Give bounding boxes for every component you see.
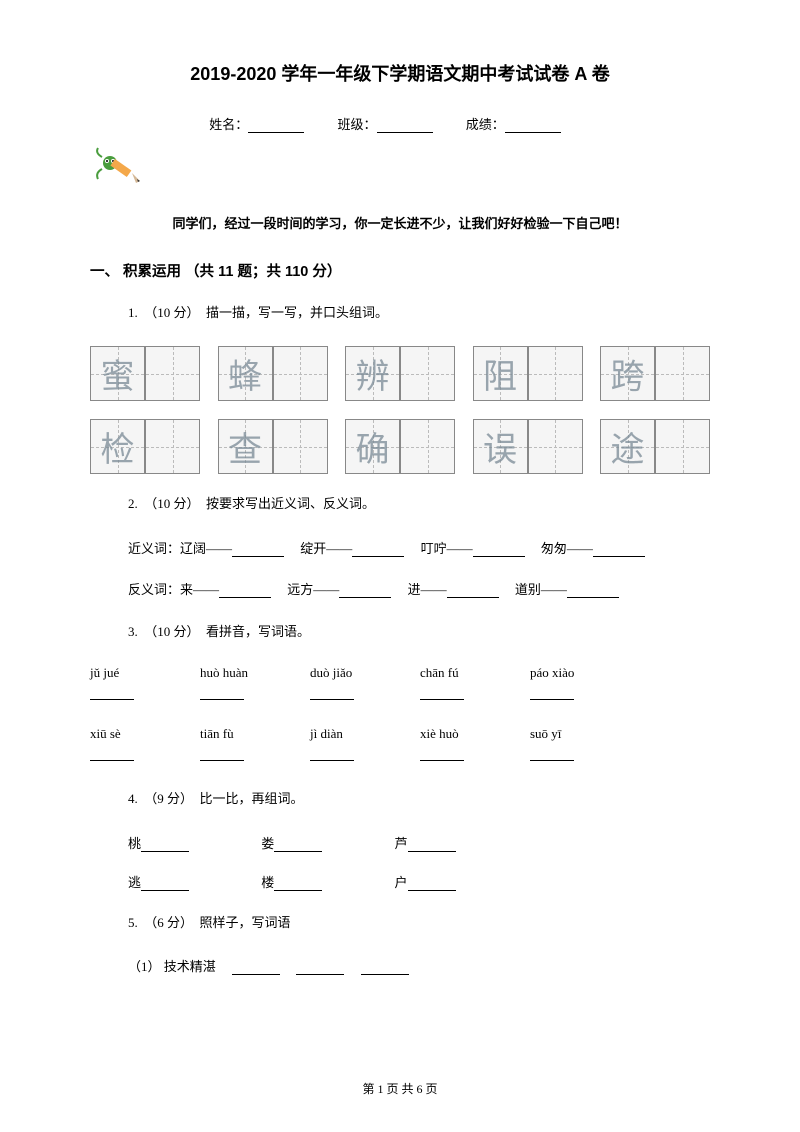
q4-label: 4. （9 分） 比一比，再组词。 [128,787,710,810]
blank[interactable] [296,962,344,975]
section-title: 积累运用 （共 11 题；共 110 分） [123,264,341,280]
char-grid-row1: 蜜 口 蜂 口 辨 口 阻 口 跨 口 [90,346,710,401]
blank[interactable] [310,748,354,761]
char-box-empty[interactable]: 口 [655,346,710,401]
char-box: 阻 [473,346,528,401]
blank[interactable] [567,585,619,598]
char-box-empty[interactable]: 口 [273,419,328,474]
q3-pinyin-row2: xiū sè tiān fù jì diàn xiè huò suō yī [90,726,710,742]
char-box: 确 [345,419,400,474]
q2-synonyms: 近义词：辽阔—— 绽开—— 叮咛—— 匆匆—— [128,538,710,557]
page-container: 2019-2020 学年一年级下学期语文期中考试试卷 A 卷 姓名： 班级： 成… [0,0,800,1035]
char-box: 途 [600,419,655,474]
blank[interactable] [232,962,280,975]
char-box-empty[interactable]: 口 [528,346,583,401]
q5-sub1: （1） 技术精湛 [128,956,710,975]
blank[interactable] [339,585,391,598]
blank[interactable] [90,748,134,761]
char-box: 查 [218,419,273,474]
score-label: 成绩： [466,114,505,133]
q3-blanks-row1 [90,687,710,704]
name-blank[interactable] [248,119,304,133]
char-box-empty[interactable]: 口 [400,419,455,474]
char-box: 蜜 [90,346,145,401]
char-box-empty[interactable]: 口 [273,346,328,401]
blank[interactable] [447,585,499,598]
blank[interactable] [141,839,189,852]
blank[interactable] [274,839,322,852]
char-box-empty[interactable]: 口 [528,419,583,474]
blank[interactable] [200,687,244,700]
q4-row1: 桃 娄 芦 [128,833,710,852]
score-blank[interactable] [505,119,561,133]
char-box-empty[interactable]: 口 [655,419,710,474]
blank[interactable] [200,748,244,761]
q3-pinyin-row1: jǔ jué huò huàn duò jiǎo chān fú páo xià… [90,665,710,681]
blank[interactable] [420,687,464,700]
blank[interactable] [473,544,525,557]
char-box-empty[interactable]: 口 [145,419,200,474]
char-box: 辨 [345,346,400,401]
class-blank[interactable] [377,119,433,133]
blank[interactable] [352,544,404,557]
q2-label: 2. （10 分） 按要求写出近义词、反义词。 [128,492,710,515]
section-num: 一、 [90,264,119,280]
blank[interactable] [310,687,354,700]
blank[interactable] [408,878,456,891]
section-header: 一、 积累运用 （共 11 题；共 110 分） [90,260,710,281]
char-box-empty[interactable]: 口 [145,346,200,401]
q1-label: 1. （10 分） 描一描，写一写，并口头组词。 [128,301,710,324]
page-footer: 第 1 页 共 6 页 [0,1080,800,1097]
char-box: 误 [473,419,528,474]
intro-text: 同学们，经过一段时间的学习，你一定长进不少，让我们好好检验一下自己吧！ [90,213,710,232]
char-box: 跨 [600,346,655,401]
info-line: 姓名： 班级： 成绩： [90,114,710,133]
char-box: 蜂 [218,346,273,401]
blank[interactable] [219,585,271,598]
syn-label: 近义词： [128,541,180,556]
pencil-icon [90,143,150,193]
document-title: 2019-2020 学年一年级下学期语文期中考试试卷 A 卷 [90,60,710,86]
blank[interactable] [141,878,189,891]
q4-row2: 逃 楼 户 [128,872,710,891]
q3-label: 3. （10 分） 看拼音，写词语。 [128,620,710,643]
blank[interactable] [90,687,134,700]
blank[interactable] [593,544,645,557]
q2-antonyms: 反义词：来—— 远方—— 进—— 道别—— [128,579,710,598]
q3-blanks-row2 [90,748,710,765]
blank[interactable] [530,748,574,761]
name-label: 姓名： [209,114,248,133]
q5-label: 5. （6 分） 照样子，写词语 [128,911,710,934]
pencil-illustration [90,143,710,198]
char-box: 检 [90,419,145,474]
blank[interactable] [408,839,456,852]
class-label: 班级： [337,114,376,133]
blank[interactable] [274,878,322,891]
ant-label: 反义词： [128,582,180,597]
blank[interactable] [530,687,574,700]
char-grid-row2: 检 口 查 口 确 口 误 口 途 口 [90,419,710,474]
blank[interactable] [232,544,284,557]
char-box-empty[interactable]: 口 [400,346,455,401]
blank[interactable] [420,748,464,761]
blank[interactable] [361,962,409,975]
